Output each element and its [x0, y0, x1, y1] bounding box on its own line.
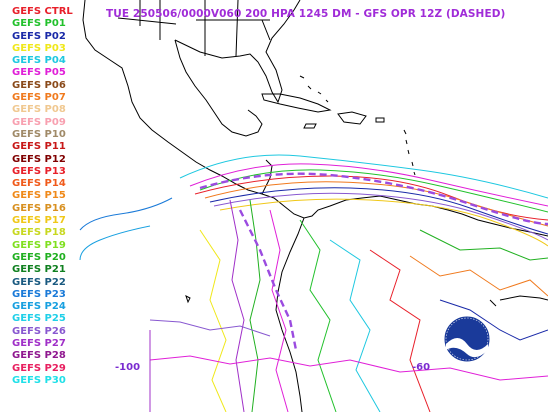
legend-entry: GEFS P16	[12, 202, 66, 214]
legend-entry: GEFS P27	[12, 338, 66, 350]
legend-entry: GEFS P11	[12, 141, 66, 153]
legend-entry: GEFS P03	[12, 42, 66, 54]
legend-entry: GEFS P12	[12, 153, 66, 165]
lon-tick-label: -100	[115, 362, 141, 373]
legend-entry: GEFS P01	[12, 18, 66, 30]
legend-entry: GEFS P07	[12, 92, 66, 104]
legend: GEFS CTRL GEFS P01 GEFS P02 GEFS P03 GEFS P0…	[12, 6, 73, 387]
legend-entry: GEFS P22	[12, 276, 66, 288]
legend-entry: GEFS P17	[12, 215, 66, 227]
legend-entry: GEFS P09	[12, 116, 66, 128]
legend-entry: GEFS P14	[12, 178, 66, 190]
lon-tick-label: -60	[412, 362, 431, 373]
legend-entry: GEFS P26	[12, 325, 66, 337]
legend-entry: GEFS P13	[12, 165, 66, 177]
legend-entry: GEFS P29	[12, 362, 66, 374]
legend-entry: GEFS P15	[12, 190, 66, 202]
legend-entry: GEFS P10	[12, 128, 66, 140]
legend-entry: GEFS P28	[12, 350, 66, 362]
legend-entry: GEFS P08	[12, 104, 66, 116]
legend-entry: GEFS CTRL	[12, 6, 73, 17]
map-title: TUE 250506/0000V060 200 HPA 1245 DM - GF…	[106, 8, 506, 20]
legend-entry: GEFS P30	[12, 374, 66, 386]
gfs-opr-dashed	[199, 172, 548, 351]
ensemble-contours	[79, 154, 548, 412]
legend-entry: GEFS P19	[12, 239, 66, 251]
legend-entry: GEFS P20	[12, 251, 66, 263]
legend-entry: GEFS P02	[12, 30, 66, 42]
legend-entry: GEFS P23	[12, 288, 66, 300]
legend-entry: GEFS P25	[12, 313, 66, 325]
legend-entry: GEFS P04	[12, 55, 66, 67]
legend-entry: GEFS P24	[12, 301, 66, 313]
legend-entry: GEFS P21	[12, 264, 66, 276]
legend-entry: GEFS P18	[12, 227, 66, 239]
legend-entry: GEFS P06	[12, 79, 66, 91]
noaa-logo-icon	[443, 315, 491, 363]
legend-entry: GEFS P05	[12, 67, 66, 79]
